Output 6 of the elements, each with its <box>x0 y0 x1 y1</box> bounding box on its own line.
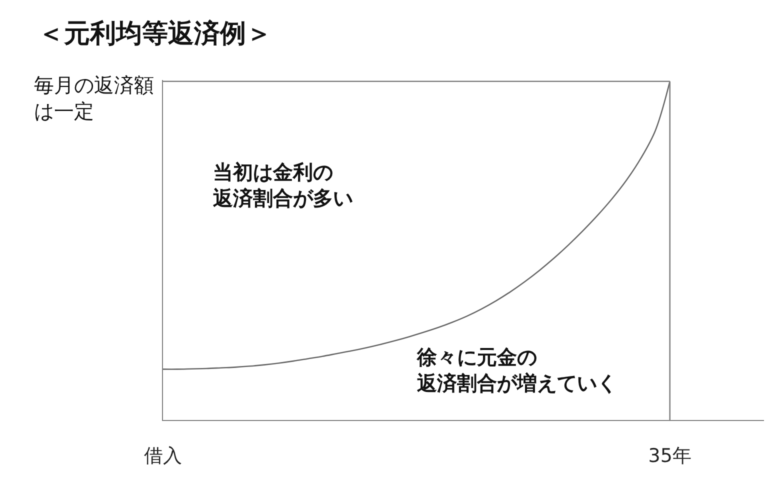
x-tick-label: 借入 <box>144 444 182 467</box>
annotation: 徐々に元金の返済割合が増えていく <box>416 345 617 395</box>
chart-title: ＜元利均等返済例＞ <box>38 19 272 50</box>
text: 毎月の返済額は一定 <box>34 73 154 123</box>
annotation: 当初は金利の返済割合が多い <box>212 160 353 210</box>
x-tick-label: 35年 <box>648 444 692 467</box>
